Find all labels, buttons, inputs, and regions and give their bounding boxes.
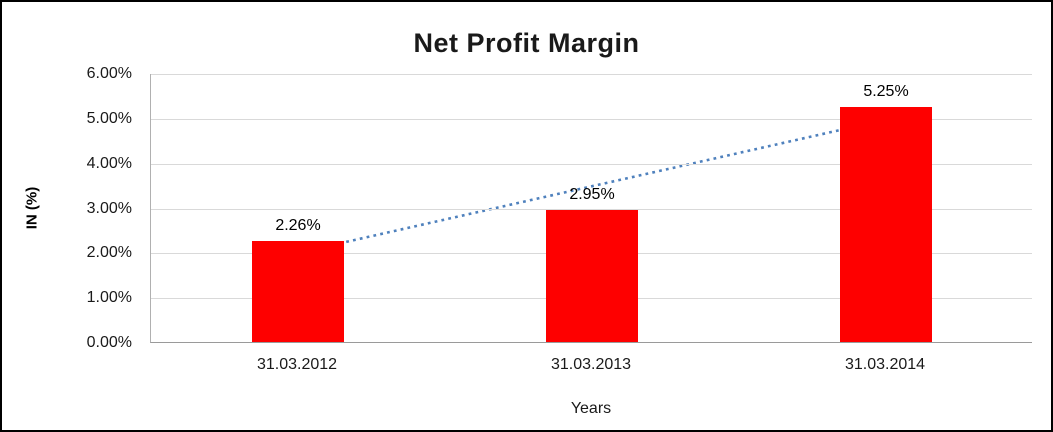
plot-area: 2.26% 2.95% 5.25% — [150, 74, 1032, 343]
y-tick-label: 6.00% — [86, 65, 132, 82]
bar-value-label: 2.26% — [275, 216, 321, 234]
bar-value-label: 5.25% — [863, 82, 909, 100]
x-tick-label: 31.03.2013 — [550, 356, 632, 373]
bar-31.03.2013 — [546, 209, 638, 342]
x-tick-label: 31.03.2012 — [256, 356, 338, 373]
y-tick-label: 1.00% — [86, 289, 132, 307]
y-tick-label: 3.00% — [86, 199, 132, 217]
y-tick-label: 0.00% — [86, 334, 132, 351]
y-tick-label: 2.00% — [86, 244, 132, 262]
y-tick-label: 5.00% — [86, 109, 132, 127]
bar-31.03.2012 — [252, 240, 344, 342]
x-axis-label: Years — [570, 400, 612, 417]
gridline — [151, 208, 1032, 210]
x-tick-label: 31.03.2014 — [844, 356, 926, 373]
gridline — [151, 118, 1032, 120]
bar-value-label: 2.95% — [569, 185, 615, 203]
bar-31.03.2014 — [840, 106, 932, 342]
chart-title: Net Profit Margin — [413, 28, 640, 58]
y-tick-label: 4.00% — [86, 154, 132, 172]
gridline — [151, 74, 1032, 75]
gridline — [151, 163, 1032, 165]
x-axis-ticks: 31.03.2012 31.03.2013 31.03.2014 — [150, 356, 1032, 380]
y-axis-ticks: 0.00% 1.00% 2.00% 3.00% 4.00% 5.00% 6.00% — [2, 65, 142, 351]
